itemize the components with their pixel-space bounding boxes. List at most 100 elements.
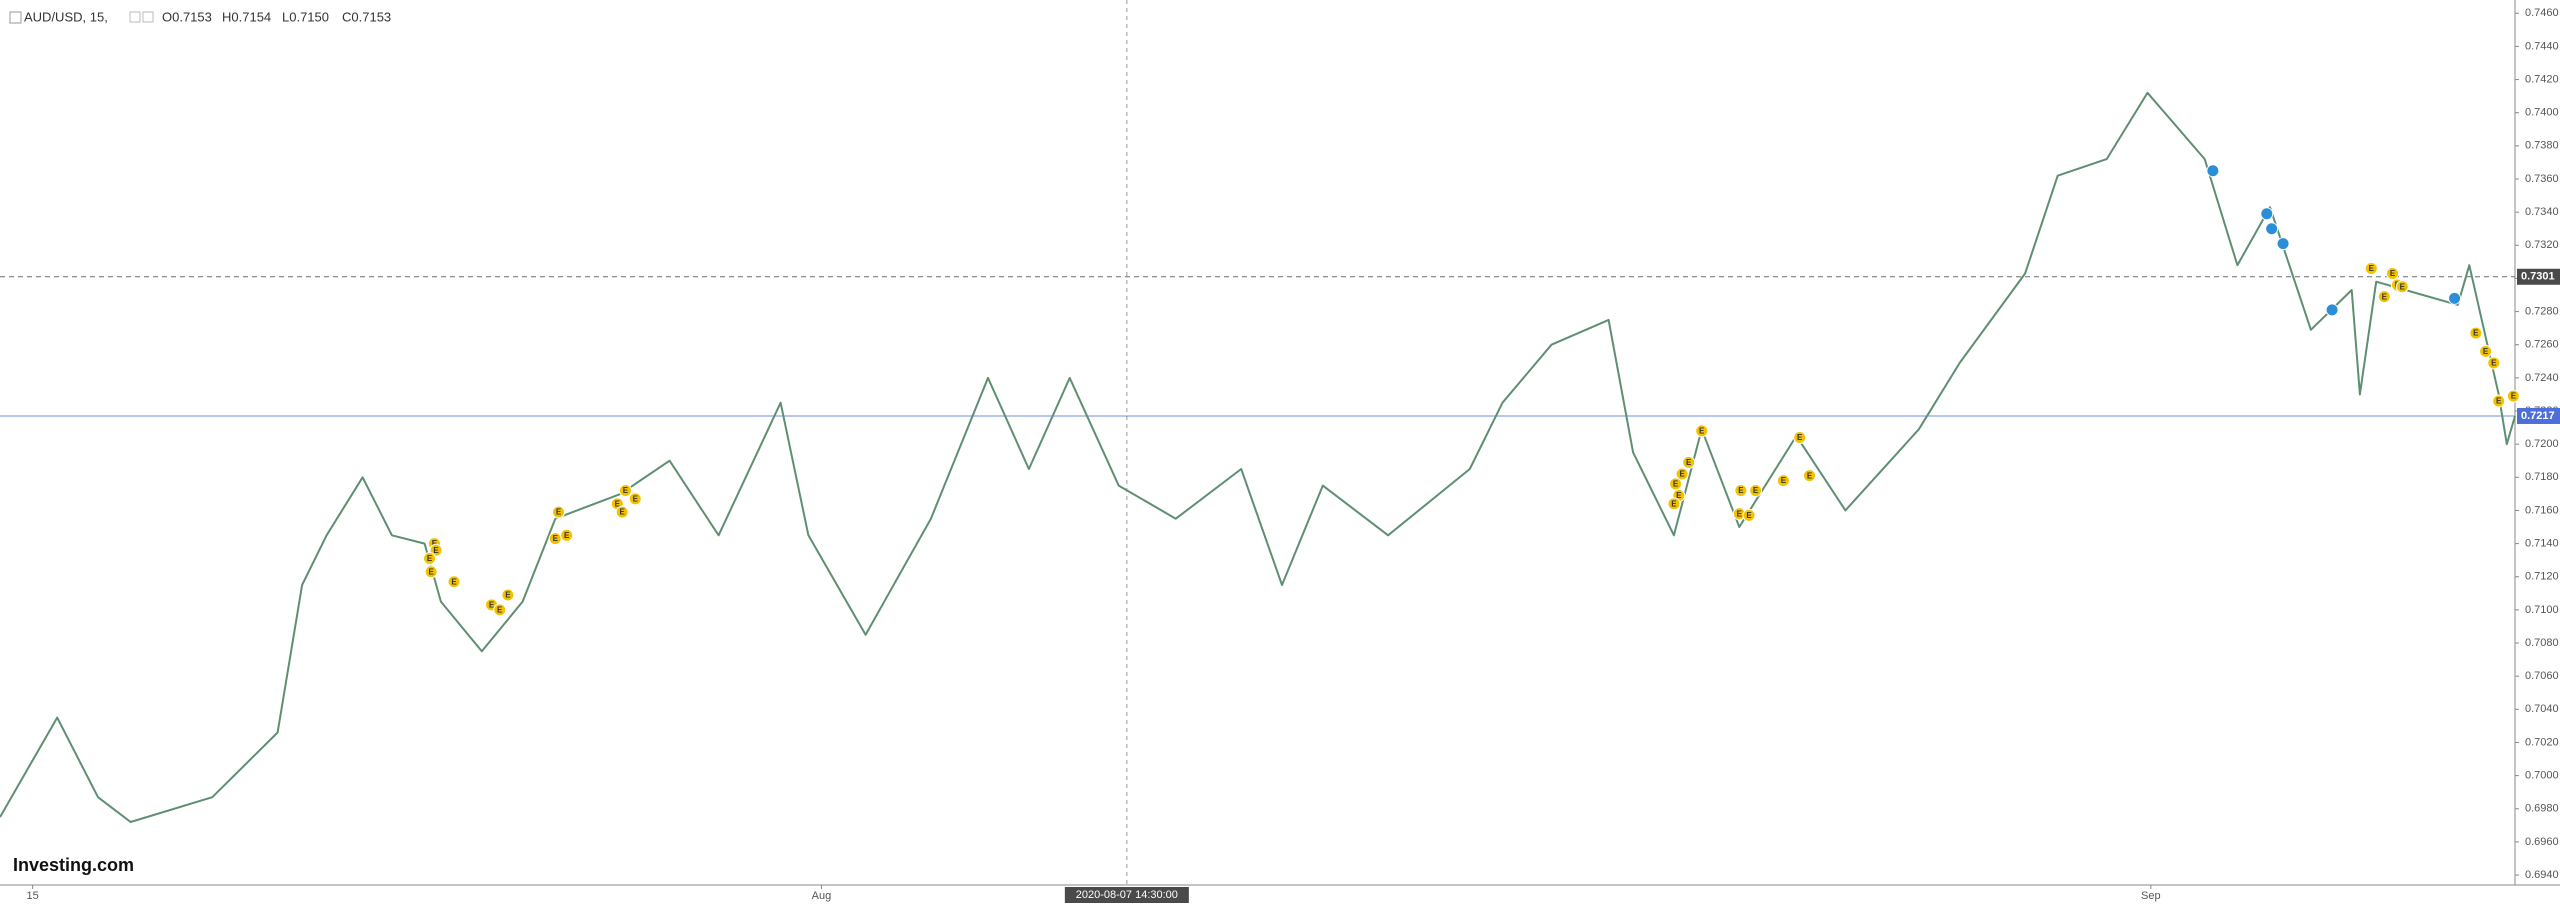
- event-label: E: [2382, 292, 2388, 301]
- event-label: E: [2511, 392, 2517, 401]
- x-tick-label: Aug: [812, 890, 832, 902]
- event-label: E: [553, 534, 559, 543]
- event-label: E: [1738, 486, 1744, 495]
- event-label: E: [1797, 433, 1803, 442]
- event-label: E: [1673, 480, 1679, 489]
- y-tick-label: 0.7060: [2525, 670, 2559, 682]
- event-label: E: [2369, 264, 2375, 273]
- y-tick-label: 0.7460: [2525, 7, 2559, 19]
- event-marker: [2395, 280, 2409, 294]
- event-label: E: [615, 499, 621, 508]
- event-label: E: [428, 567, 434, 576]
- y-tick-label: 0.7260: [2525, 339, 2559, 351]
- event-marker: [493, 603, 507, 617]
- collapse-icon[interactable]: [9, 11, 22, 24]
- price-line-series: [0, 91, 2516, 823]
- event-marker: [447, 575, 461, 589]
- event-marker: [1776, 474, 1790, 488]
- event-label: E: [1753, 486, 1759, 495]
- event-label: E: [1671, 499, 1677, 508]
- event-marker: [2492, 394, 2506, 408]
- y-tick-label: 0.7160: [2525, 504, 2559, 516]
- event-label: E: [2491, 359, 2497, 368]
- event-marker: [2377, 290, 2391, 304]
- event-label: E: [1699, 427, 1705, 436]
- y-tick-label: 0.7420: [2525, 73, 2559, 85]
- event-label: E: [2400, 282, 2406, 291]
- event-label: E: [1676, 491, 1682, 500]
- y-tick-label: 0.7100: [2525, 604, 2559, 616]
- event-marker: [2448, 291, 2462, 305]
- event-label: E: [623, 486, 629, 495]
- event-label: E: [1737, 509, 1743, 518]
- price-label: 0.7301: [2521, 271, 2555, 283]
- toggle-icon[interactable]: [129, 11, 141, 23]
- y-tick-label: 0.7400: [2525, 107, 2559, 119]
- crosshair-label-bg: [1064, 887, 1189, 903]
- event-label: E: [433, 546, 439, 555]
- event-marker: [1742, 508, 1756, 522]
- event-label: E: [2390, 269, 2396, 278]
- ohlc-value: H0.7154: [222, 9, 271, 24]
- event-label: E: [564, 531, 570, 540]
- event-marker: [552, 505, 566, 519]
- event-marker: [1667, 497, 1681, 511]
- event-label: E: [2496, 397, 2502, 406]
- event-label: E: [432, 539, 438, 548]
- y-tick-label: 0.7340: [2525, 206, 2559, 218]
- ohlc-value: C0.7153: [342, 9, 391, 24]
- y-tick-label: 0.7000: [2525, 770, 2559, 782]
- y-tick-label: 0.7140: [2525, 538, 2559, 550]
- toggle-icon[interactable]: [142, 11, 154, 23]
- event-marker: [1734, 484, 1748, 498]
- event-label: E: [1781, 476, 1787, 485]
- event-label: E: [620, 508, 626, 517]
- event-label: E: [427, 554, 433, 563]
- event-label: E: [1686, 458, 1692, 467]
- event-label: E: [489, 601, 495, 610]
- event-marker: [2325, 303, 2339, 317]
- event-label: E: [2483, 347, 2489, 356]
- y-tick-label: 0.7080: [2525, 637, 2559, 649]
- event-marker: [2276, 237, 2290, 251]
- event-label: E: [1746, 511, 1752, 520]
- y-tick-label: 0.6940: [2525, 869, 2559, 881]
- event-marker: [628, 492, 642, 506]
- event-marker: [2260, 207, 2274, 221]
- event-marker: [2364, 261, 2378, 275]
- y-tick-label: 0.6980: [2525, 803, 2559, 815]
- y-tick-label: 0.7180: [2525, 471, 2559, 483]
- event-marker: [618, 484, 632, 498]
- chart-title: AUD/USD, 15,: [24, 9, 108, 24]
- event-marker: [424, 565, 438, 579]
- x-tick-label: Sep: [2141, 890, 2161, 902]
- event-marker: [423, 552, 437, 566]
- y-tick-label: 0.7280: [2525, 305, 2559, 317]
- event-label: E: [505, 591, 511, 600]
- y-tick-label: 0.7040: [2525, 703, 2559, 715]
- ohlc-value: L0.7150: [282, 9, 329, 24]
- event-marker: [2386, 266, 2400, 280]
- event-marker: [1695, 424, 1709, 438]
- price-label-bg: [2517, 268, 2560, 285]
- event-marker: [560, 528, 574, 542]
- y-tick-label: 0.7240: [2525, 372, 2559, 384]
- event-label: E: [1807, 471, 1813, 480]
- event-marker: [2265, 222, 2279, 236]
- event-marker: [1682, 455, 1696, 469]
- event-marker: [501, 588, 515, 602]
- y-tick-label: 0.7020: [2525, 736, 2559, 748]
- ohlc-value: O0.7153: [162, 9, 212, 24]
- event-marker: [1802, 469, 1816, 483]
- y-tick-label: 0.6960: [2525, 836, 2559, 848]
- event-marker: [2469, 326, 2483, 340]
- event-label: E: [497, 605, 503, 614]
- event-marker: [1793, 431, 1807, 445]
- y-tick-label: 0.7320: [2525, 239, 2559, 251]
- price-label: 0.7217: [2521, 410, 2555, 422]
- y-tick-label: 0.7380: [2525, 140, 2559, 152]
- event-marker: [2487, 356, 2501, 370]
